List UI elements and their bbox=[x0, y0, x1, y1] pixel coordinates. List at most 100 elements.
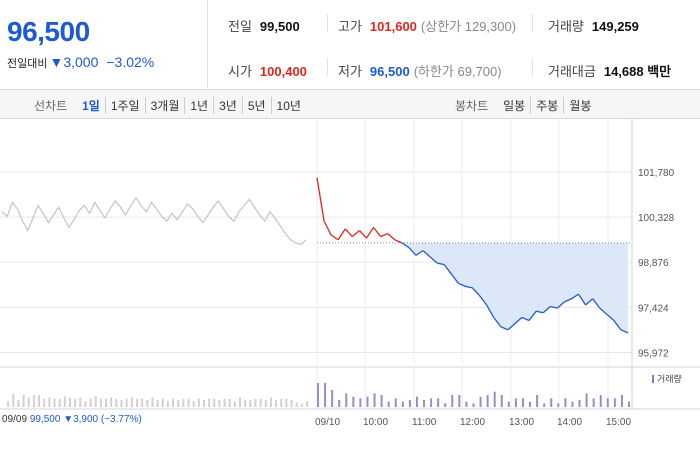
volume-bar-prev bbox=[17, 400, 20, 407]
stat-key: 고가 bbox=[338, 19, 362, 34]
today-line-segment bbox=[365, 226, 375, 239]
volume-bar-today bbox=[628, 401, 630, 407]
stat-value: 96,500 bbox=[369, 64, 410, 79]
stat-trade-value: 거래대금 14,688 백만 bbox=[548, 61, 671, 80]
today-line-segment bbox=[408, 247, 417, 256]
today-line-segment bbox=[351, 229, 360, 238]
price-chart[interactable]: 101,780 100,328 98,876 97,424 95,972 09/10 10… bbox=[0, 119, 700, 450]
today-line-segment bbox=[344, 228, 353, 238]
today-line-segment bbox=[387, 233, 396, 241]
volume-bar-prev bbox=[105, 398, 108, 407]
today-line-segment bbox=[316, 177, 325, 222]
volume-bar-prev bbox=[63, 396, 66, 407]
tab-monthly-candle[interactable]: 월봉 bbox=[563, 97, 596, 114]
today-line-segment bbox=[556, 301, 565, 309]
prev-day-date: 09/09 bbox=[2, 414, 28, 425]
stat-high: 고가 101,600 (상한가 129,300) bbox=[338, 16, 516, 35]
volume-bar-today bbox=[564, 398, 567, 407]
volume-bar-prev bbox=[58, 398, 61, 407]
volume-bar-prev bbox=[161, 398, 164, 407]
volume-legend: 거래량 bbox=[652, 372, 682, 385]
volume-bar-prev bbox=[141, 398, 144, 407]
volume-bar-today bbox=[571, 401, 574, 407]
volume-bar-prev bbox=[166, 401, 169, 407]
tab-5year[interactable]: 5년 bbox=[241, 97, 271, 114]
change-percent: −3.02% bbox=[106, 54, 155, 70]
x-tick-label: 14:00 bbox=[557, 417, 582, 428]
volume-bar-prev bbox=[254, 398, 257, 407]
stat-prev-close: 전일 99,500 bbox=[228, 16, 300, 35]
volume-bar-today bbox=[606, 398, 609, 407]
volume-bar-prev bbox=[120, 400, 123, 407]
stat-key: 거래대금 bbox=[548, 64, 596, 79]
volume-bar-today bbox=[451, 395, 454, 407]
volume-bar-prev bbox=[239, 397, 242, 407]
tab-3month[interactable]: 3개월 bbox=[144, 97, 185, 114]
volume-bar-prev bbox=[300, 403, 303, 407]
volume-bar-today bbox=[578, 400, 581, 407]
volume-bar-prev bbox=[79, 397, 82, 407]
today-line-segment bbox=[493, 317, 502, 328]
today-line-segment bbox=[450, 273, 459, 284]
volume-bar-today bbox=[380, 395, 383, 407]
volume-bar-today bbox=[521, 398, 524, 407]
stat-low: 저가 96,500 (하한가 69,700) bbox=[338, 61, 502, 80]
volume-bar-prev bbox=[99, 398, 102, 407]
volume-bar-prev bbox=[151, 397, 154, 407]
prev-day-change: ▼3,900 bbox=[63, 414, 99, 425]
volume-bar-prev bbox=[22, 395, 25, 407]
tab-daily-candle[interactable]: 일봉 bbox=[503, 99, 526, 113]
volume-bar-prev bbox=[27, 397, 30, 407]
today-line-segment bbox=[577, 293, 587, 306]
volume-bar-today bbox=[430, 398, 433, 407]
y-tick-label: 100,328 bbox=[638, 213, 675, 224]
volume-bar-today bbox=[352, 396, 355, 407]
volume-bar-prev bbox=[130, 397, 133, 407]
volume-bar-today bbox=[366, 396, 369, 407]
volume-bar-prev bbox=[7, 401, 10, 407]
volume-bar-today bbox=[472, 403, 475, 407]
y-tick-label: 95,972 bbox=[638, 348, 669, 359]
change-line: 전일대비 ▼3,000 −3.02% bbox=[7, 54, 154, 71]
volume-bar-today bbox=[479, 396, 482, 407]
today-line-segment bbox=[521, 316, 530, 322]
today-line-segment bbox=[394, 239, 403, 244]
today-line-segment bbox=[599, 307, 608, 315]
today-line-segment bbox=[620, 329, 629, 334]
volume-bar-prev bbox=[202, 400, 205, 407]
volume-bar-prev bbox=[48, 397, 51, 407]
today-line-segment bbox=[613, 320, 622, 331]
tab-1day[interactable]: 1일 bbox=[82, 99, 100, 113]
volume-bar-today bbox=[324, 383, 327, 407]
today-line-segment bbox=[592, 298, 601, 309]
price-box: 96,500 전일대비 ▼3,000 −3.02% bbox=[0, 0, 208, 90]
volume-legend-swatch bbox=[652, 375, 654, 383]
tab-1year[interactable]: 1년 bbox=[184, 97, 213, 114]
divider bbox=[532, 58, 533, 76]
line-chart-title: 선차트 bbox=[34, 99, 68, 113]
volume-bar-prev bbox=[146, 400, 149, 407]
volume-bar-prev bbox=[156, 400, 159, 407]
volume-bar-prev bbox=[228, 398, 231, 407]
volume-bar-prev bbox=[285, 398, 288, 407]
today-line-segment bbox=[443, 264, 452, 275]
volume-bars bbox=[7, 383, 630, 407]
volume-bar-prev bbox=[74, 398, 77, 407]
volume-bar-prev bbox=[306, 401, 308, 407]
tab-1week[interactable]: 1주일 bbox=[104, 97, 145, 114]
today-line-segment bbox=[585, 298, 594, 306]
volume-bar-today bbox=[557, 403, 560, 407]
volume-bar-prev bbox=[275, 400, 278, 407]
tab-3year[interactable]: 3년 bbox=[213, 97, 242, 114]
volume-bar-today bbox=[613, 398, 616, 407]
x-tick-label: 11:00 bbox=[412, 417, 437, 428]
tab-10year[interactable]: 10년 bbox=[270, 97, 306, 114]
stat-key: 전일 bbox=[228, 19, 252, 34]
volume-bar-today bbox=[317, 383, 319, 407]
volume-bar-today bbox=[493, 391, 496, 407]
stat-value: 99,500 bbox=[259, 19, 300, 34]
today-line-segment bbox=[458, 282, 466, 287]
y-tick-label: 97,424 bbox=[638, 303, 669, 314]
tab-weekly-candle[interactable]: 주봉 bbox=[530, 97, 563, 114]
price-chart-svg[interactable]: 101,780 100,328 98,876 97,424 95,972 09/10 10… bbox=[0, 119, 700, 450]
